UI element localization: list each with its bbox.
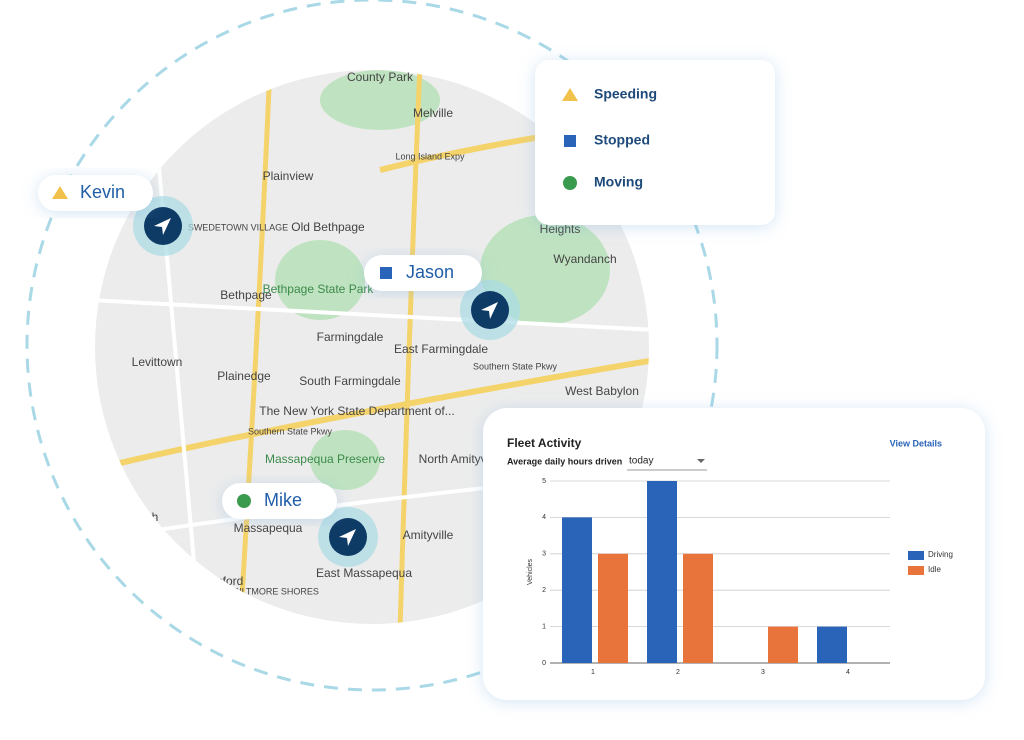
map-label: East Farmingdale bbox=[394, 342, 488, 356]
map-label: East Massapequa bbox=[316, 566, 412, 580]
map-label: antagh bbox=[122, 510, 159, 524]
map-label: Southern State Pkwy bbox=[473, 361, 558, 371]
status-icon bbox=[564, 135, 576, 147]
status-label: Stopped bbox=[594, 132, 650, 148]
y-tick-label: 0 bbox=[542, 660, 546, 667]
pin-arrow bbox=[481, 302, 498, 319]
bar bbox=[768, 626, 798, 663]
driver-tag bbox=[364, 255, 482, 291]
status-icon bbox=[237, 494, 251, 508]
map-label: North Amityville bbox=[419, 452, 502, 466]
x-tick-label: 3 bbox=[761, 669, 765, 676]
y-tick-label: 2 bbox=[542, 587, 546, 594]
period-select[interactable]: today bbox=[629, 456, 653, 467]
y-tick-label: 5 bbox=[542, 478, 546, 485]
map-label: Bethpage State Park bbox=[263, 282, 375, 296]
y-tick-label: 3 bbox=[542, 551, 546, 558]
status-icon bbox=[563, 176, 577, 190]
map-label: Southern State Pkwy bbox=[248, 426, 333, 436]
status-label: Speeding bbox=[594, 86, 657, 102]
x-tick-label: 1 bbox=[591, 669, 595, 676]
bar bbox=[562, 517, 592, 663]
driver-name: Jason bbox=[406, 262, 454, 282]
map-label: South Farmingdale bbox=[299, 374, 401, 388]
map-label: Farmingdale bbox=[317, 330, 384, 344]
chart-title: Fleet Activity bbox=[507, 436, 582, 450]
range-ring bbox=[25, 0, 719, 692]
map-label: Bethpage bbox=[220, 288, 272, 302]
legend-label: Idle bbox=[928, 565, 941, 574]
map-label: sford bbox=[217, 574, 244, 588]
map-label: Plainedge bbox=[217, 369, 271, 383]
bar bbox=[598, 553, 628, 663]
legend-swatch bbox=[908, 551, 924, 560]
bar bbox=[817, 626, 847, 663]
pin-arrow bbox=[339, 529, 356, 546]
map-label: Levittown bbox=[132, 355, 183, 369]
x-tick-label: 4 bbox=[846, 669, 850, 676]
x-tick-label: 2 bbox=[676, 669, 680, 676]
y-tick-label: 4 bbox=[542, 514, 546, 521]
map-label: The New York State Department of... bbox=[259, 404, 454, 418]
status-icon bbox=[562, 88, 578, 101]
view-details-link[interactable]: View Details bbox=[890, 438, 942, 448]
map-label: Massapequa bbox=[234, 521, 303, 535]
chart-subtitle: Average daily hours driven bbox=[507, 456, 622, 466]
driver-tag bbox=[38, 175, 153, 211]
map-label: Old Bethpage bbox=[291, 220, 365, 234]
map-label: Plainview bbox=[263, 169, 314, 183]
map-label: Melville bbox=[413, 106, 453, 120]
map-label: Heights bbox=[540, 222, 581, 236]
map-label: West Babylon bbox=[565, 384, 639, 398]
y-tick-label: 1 bbox=[542, 623, 546, 630]
map-label: Wyandanch bbox=[553, 252, 616, 266]
map-label: Long Island Expy bbox=[395, 151, 465, 161]
bar bbox=[683, 553, 713, 663]
driver-name: Kevin bbox=[80, 182, 125, 202]
select-arrow[interactable] bbox=[697, 459, 705, 463]
driver-name: Mike bbox=[264, 490, 302, 510]
y-axis-label: Vehicles bbox=[527, 558, 534, 585]
legend-label: Driving bbox=[928, 550, 953, 559]
map-label: BILTMORE SHORES bbox=[233, 586, 319, 596]
bar bbox=[647, 481, 677, 663]
pin-arrow bbox=[154, 218, 171, 235]
status-legend-card bbox=[535, 60, 775, 225]
status-label: Moving bbox=[594, 174, 643, 190]
legend-swatch bbox=[908, 566, 924, 575]
driver-tag bbox=[222, 483, 337, 519]
status-icon bbox=[380, 267, 392, 279]
map-label: Massapequa Preserve bbox=[265, 452, 385, 466]
status-icon bbox=[52, 186, 68, 199]
map-label: SWEDETOWN VILLAGE bbox=[188, 222, 288, 232]
map-label: County Park bbox=[347, 70, 414, 84]
map-label: Amityville bbox=[403, 528, 454, 542]
